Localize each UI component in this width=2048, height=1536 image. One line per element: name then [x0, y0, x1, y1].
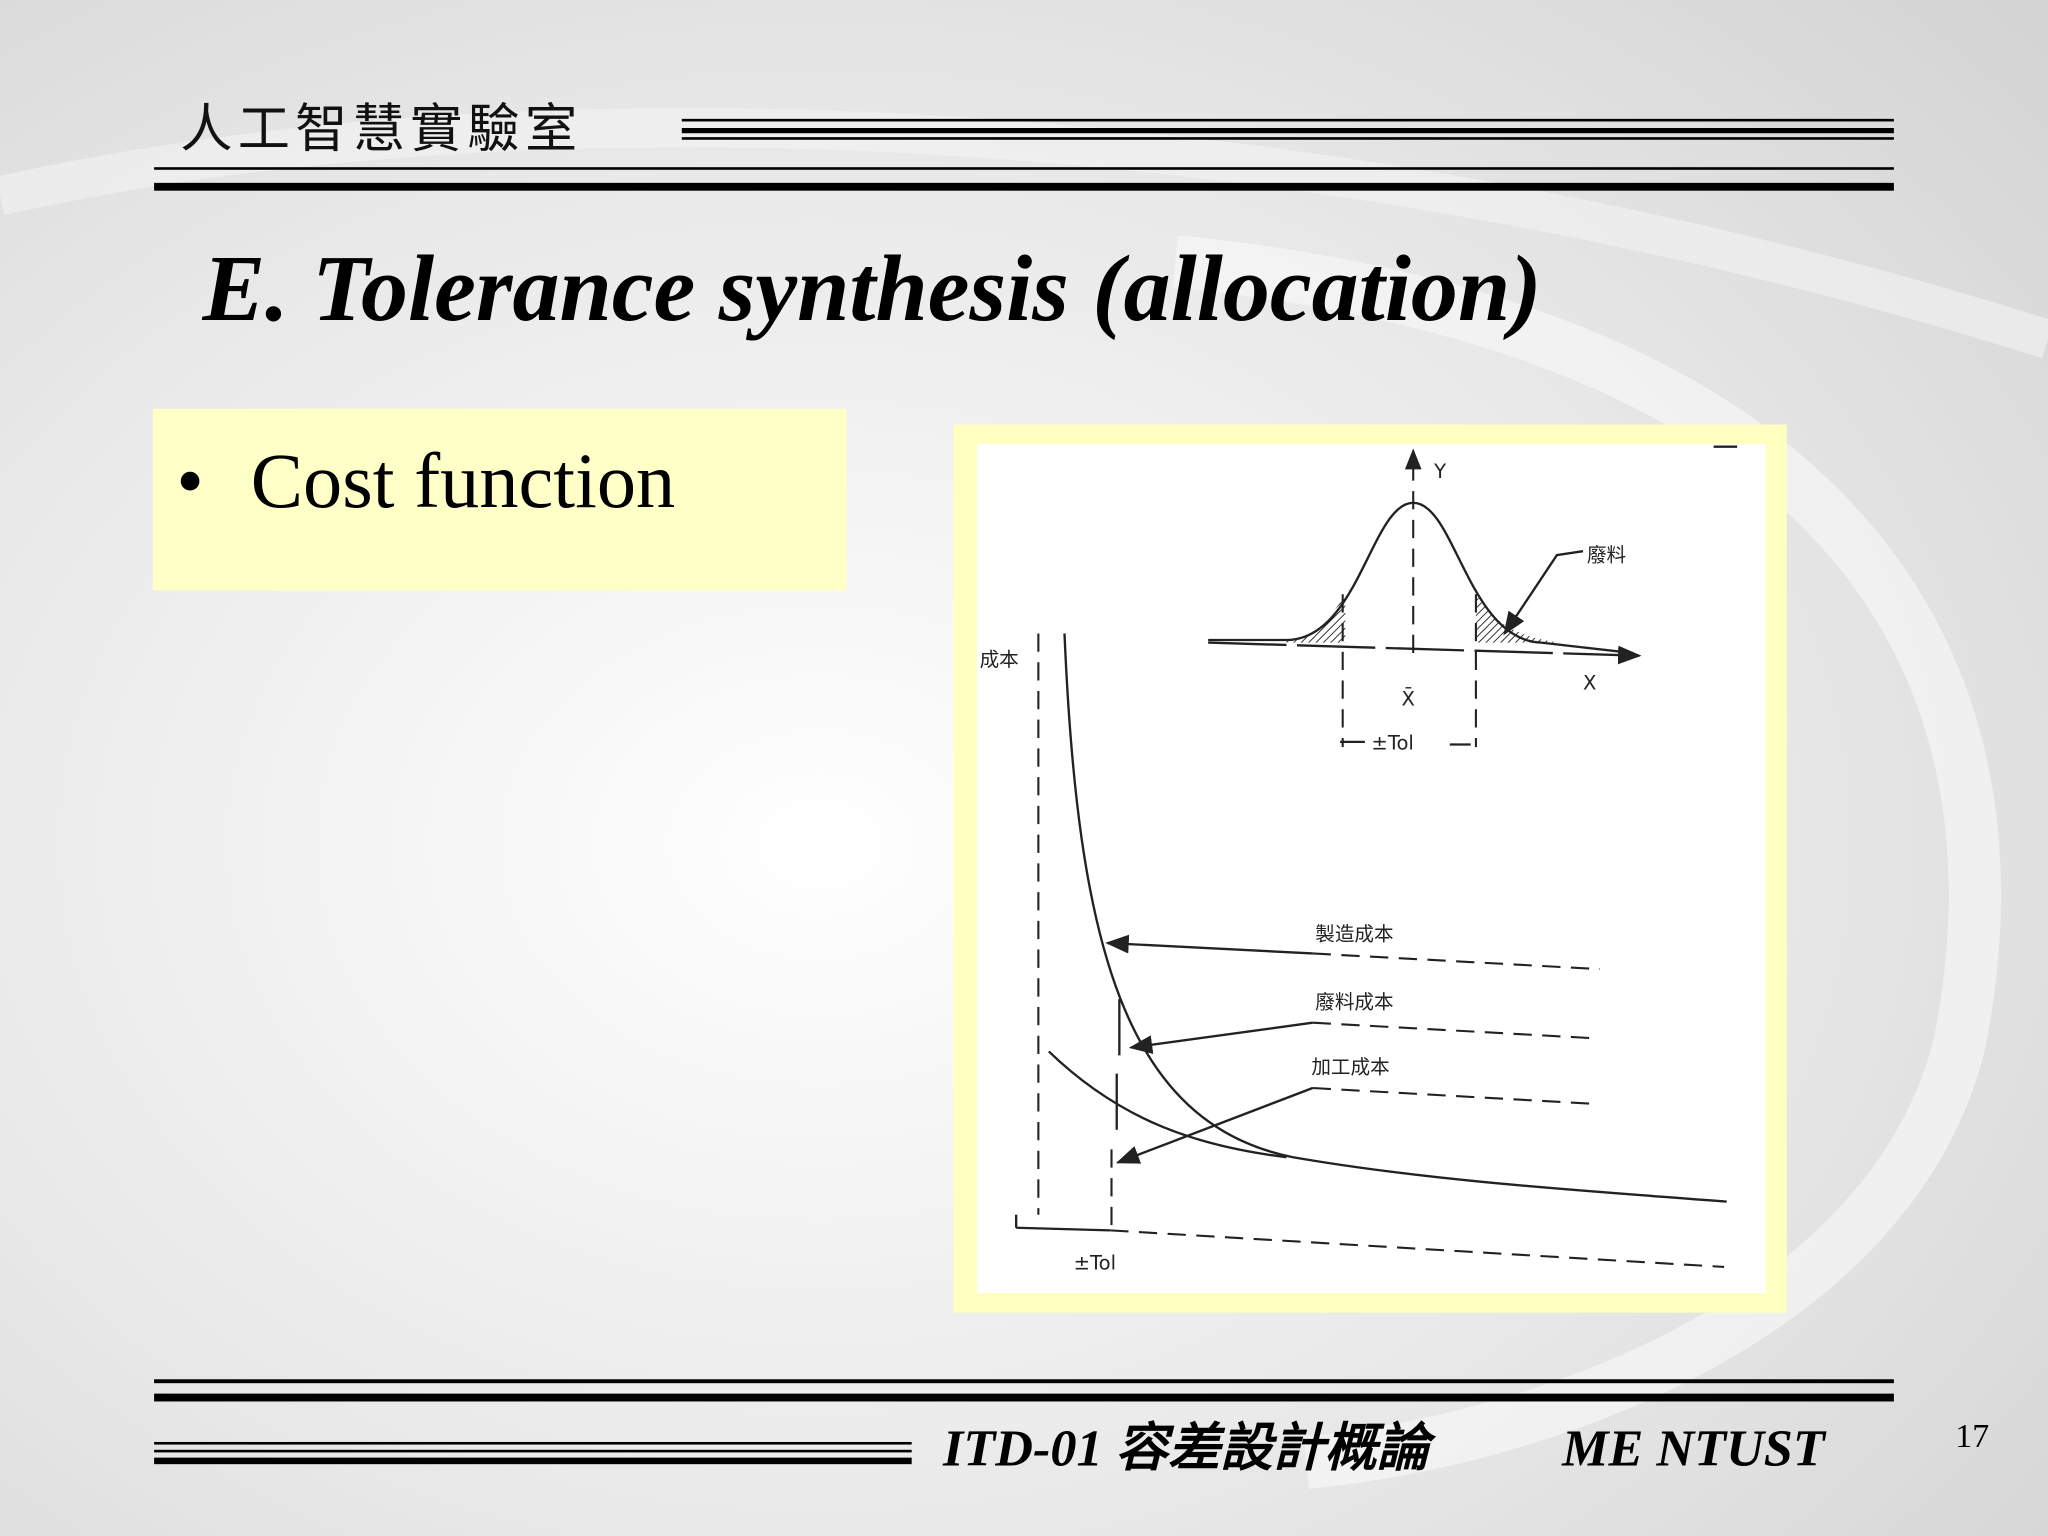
school-name: ME NTUST [1561, 1419, 1827, 1477]
x-axis-label: X [1583, 672, 1596, 695]
bullet-box [152, 408, 847, 591]
swirl [0, 108, 2048, 359]
page-number: 17 [1955, 1418, 1989, 1455]
tolerance-axis-label: ±Tol [1074, 1252, 1116, 1275]
scrap-cost-label: 廢料成本 [1315, 990, 1393, 1013]
slide-title: E. Tolerance synthesis (allocation) [201, 237, 1541, 341]
lab-name: 人工智慧實驗室 [180, 99, 582, 159]
bullet-dot: • [176, 437, 203, 524]
figure: Y X 廢料 X̄ ±Tol 成本 製造成本 廢料成本 加工成本 ±Tol [953, 424, 1787, 1313]
y-axis-label: Y [1433, 460, 1446, 483]
header-rules [154, 118, 1894, 191]
swirl [1172, 235, 2001, 1489]
cost-axis-label: 成本 [980, 648, 1019, 671]
scrap-label: 廢料 [1587, 544, 1626, 567]
tolerance-label: ±Tol [1371, 732, 1413, 755]
manufacturing-cost-label: 製造成本 [1315, 922, 1393, 945]
footer-rules [154, 1379, 1894, 1465]
course-name: ITD-01 容差設計概論 [942, 1419, 1437, 1477]
mean-label: X̄ [1401, 686, 1414, 711]
processing-cost-label: 加工成本 [1311, 1056, 1389, 1079]
bullet-text: Cost function [251, 437, 675, 524]
